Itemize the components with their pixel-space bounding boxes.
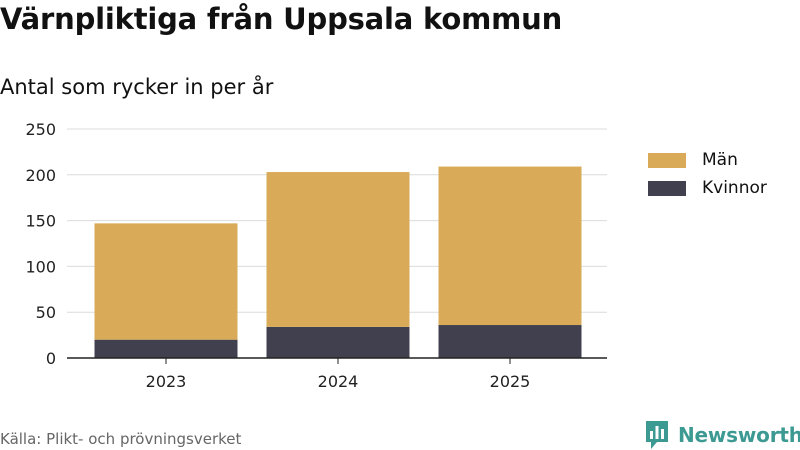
legend-swatch-kvinnor	[648, 180, 686, 196]
chart-subtitle: Antal som rycker in per år	[0, 75, 274, 99]
y-tick-label-0: 0	[46, 349, 56, 368]
chart-title: Värnpliktiga från Uppsala kommun	[0, 2, 563, 36]
bar-mn-2023	[94, 223, 238, 340]
brand-logo: Newsworthy	[644, 420, 800, 450]
y-tick-label-150: 150	[25, 212, 56, 231]
legend: Män Kvinnor	[648, 146, 767, 202]
source-note: Källa: Plikt- och prövningsverket	[0, 430, 242, 448]
brand-name: Newsworthy	[678, 423, 800, 447]
legend-label-man: Män	[702, 150, 738, 170]
y-tick-label-250: 250	[25, 120, 56, 139]
bar-kvinnor-2024	[266, 326, 410, 358]
y-tick-label-100: 100	[25, 257, 56, 276]
y-tick-label-50: 50	[36, 303, 56, 322]
x-tick-label-2023: 2023	[146, 372, 187, 391]
legend-item-kvinnor: Kvinnor	[648, 174, 767, 202]
bar-kvinnor-2023	[94, 339, 238, 358]
legend-swatch-man	[648, 152, 686, 168]
x-tick-label-2025: 2025	[490, 372, 531, 391]
y-tick-label-200: 200	[25, 166, 56, 185]
x-tick-label-2024: 2024	[318, 372, 359, 391]
bar-kvinnor-2025	[438, 325, 582, 358]
bar-mn-2024	[266, 172, 410, 327]
bar-mn-2025	[438, 166, 582, 326]
legend-label-kvinnor: Kvinnor	[702, 178, 767, 198]
legend-item-man: Män	[648, 146, 767, 174]
newsworthy-logo-icon	[646, 421, 668, 449]
